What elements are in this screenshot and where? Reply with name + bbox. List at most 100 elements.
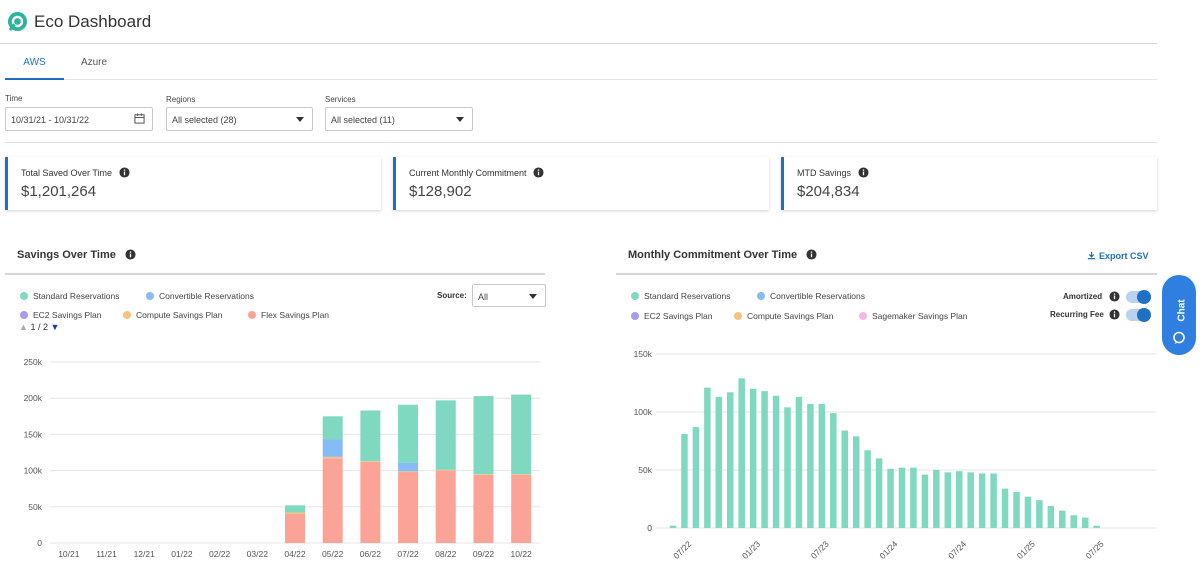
amortized-toggle[interactable] xyxy=(1126,290,1151,304)
info-icon[interactable] xyxy=(806,249,817,260)
bar-segment xyxy=(511,394,532,475)
pager-next-icon[interactable]: ▼ xyxy=(50,322,60,332)
tab-aws[interactable]: AWS xyxy=(5,45,64,80)
x-tick-label: 07/22 xyxy=(671,539,693,561)
y-tick-label: 0 xyxy=(37,538,42,548)
bar xyxy=(818,403,826,528)
y-tick-label: 50k xyxy=(638,465,652,475)
bar xyxy=(852,436,860,528)
bar xyxy=(910,467,917,528)
app-title: Eco Dashboard xyxy=(34,12,152,31)
commitment-section-title: Monthly Commitment Over Time xyxy=(628,249,798,261)
chevron-down-icon xyxy=(456,117,464,122)
bar xyxy=(749,388,757,528)
source-label: Source: xyxy=(437,291,467,300)
info-icon[interactable] xyxy=(125,249,136,260)
bar-segment xyxy=(322,458,343,543)
bar xyxy=(807,403,814,528)
bar xyxy=(1059,510,1066,528)
info-icon[interactable] xyxy=(1109,291,1120,302)
bar-segment xyxy=(473,474,494,475)
info-icon[interactable] xyxy=(533,167,544,178)
time-range-picker[interactable]: 10/31/21 - 10/31/22 xyxy=(5,107,153,131)
bar-segment xyxy=(511,474,532,475)
legend-label: Compute Savings Plan xyxy=(136,310,223,320)
legend-item-ec2-savings-plan[interactable]: EC2 Savings Plan xyxy=(20,310,102,320)
bar-segment xyxy=(398,471,419,473)
bar-segment xyxy=(398,404,419,463)
bar-segment xyxy=(511,474,532,543)
bar xyxy=(738,378,745,528)
x-tick-label: 06/22 xyxy=(360,549,382,559)
x-tick-label: 07/24 xyxy=(946,539,968,561)
bar xyxy=(898,467,906,528)
kpi-value: $204,834 xyxy=(797,183,860,200)
savings-section-title-row: Savings Over Time xyxy=(17,249,136,261)
legend-item-compute-savings-plan[interactable]: Compute Savings Plan xyxy=(123,310,222,320)
source-value: All xyxy=(478,292,489,302)
legend-label: EC2 Savings Plan xyxy=(33,310,102,320)
bar xyxy=(795,396,803,528)
legend-label: Compute Savings Plan xyxy=(747,311,834,321)
regions-select[interactable]: All selected (28) xyxy=(166,107,313,131)
export-csv-button[interactable]: Export CSV xyxy=(1087,251,1149,261)
x-tick-label: 05/22 xyxy=(322,549,344,559)
bar-segment xyxy=(322,439,343,457)
kpi-label-row: Total Saved Over Time xyxy=(21,167,130,178)
legend-item-sagemaker-savings-plan[interactable]: Sagemaker Savings Plan xyxy=(859,311,967,321)
legend-item-convertible-reservations[interactable]: Convertible Reservations xyxy=(757,291,865,301)
bar-segment xyxy=(473,396,494,475)
pager-text: 1 / 2 xyxy=(30,322,48,332)
bar-segment xyxy=(435,470,456,543)
info-icon[interactable] xyxy=(857,167,869,178)
time-filter-label: Time xyxy=(5,94,23,103)
pager-prev-icon[interactable]: ▲ xyxy=(19,322,28,332)
x-tick-label: 01/22 xyxy=(171,549,193,559)
x-tick-label: 10/21 xyxy=(58,549,80,559)
x-tick-label: 07/22 xyxy=(397,549,419,559)
info-icon[interactable] xyxy=(119,167,130,178)
x-tick-label: 09/22 xyxy=(473,549,495,559)
export-csv-label: Export CSV xyxy=(1099,251,1149,261)
info-icon[interactable] xyxy=(1109,309,1120,320)
legend-item-convertible-reservations[interactable]: Convertible Reservations xyxy=(146,291,254,301)
source-select[interactable]: All xyxy=(472,284,546,307)
x-tick-label: 02/22 xyxy=(209,549,231,559)
legend-label: Standard Reservations xyxy=(33,291,120,301)
kpi-label-row: Current Monthly Commitment xyxy=(409,167,544,178)
legend-label: Flex Savings Plan xyxy=(261,310,330,320)
bar xyxy=(956,471,963,528)
services-select[interactable]: All selected (11) xyxy=(325,107,473,131)
savings-section-divider xyxy=(5,273,545,275)
bar xyxy=(692,427,700,528)
bar xyxy=(990,473,997,528)
legend-label: Convertible Reservations xyxy=(770,291,865,301)
x-tick-label: 07/25 xyxy=(1083,539,1105,561)
legend-swatch xyxy=(146,292,154,300)
chat-button[interactable]: Chat xyxy=(1162,275,1196,355)
bar-segment xyxy=(360,461,381,543)
recurring-fee-toggle[interactable] xyxy=(1126,308,1151,322)
legend-item-ec2-savings-plan[interactable]: EC2 Savings Plan xyxy=(631,311,713,321)
legend-item-standard-reservations[interactable]: Standard Reservations xyxy=(631,291,730,301)
savings-section-title: Savings Over Time xyxy=(17,249,116,261)
bar-segment xyxy=(360,410,381,462)
savings-over-time-chart: 250k 200k 150k 100k 50k 0 10/21 11/21 12/21 01/22… xyxy=(24,357,540,559)
chat-label: Chat xyxy=(1176,299,1188,322)
legend-item-compute-savings-plan[interactable]: Compute Savings Plan xyxy=(734,311,833,321)
tab-azure[interactable]: Azure xyxy=(80,57,108,68)
commitment-section-divider xyxy=(616,273,1157,275)
legend-item-flex-savings-plan[interactable]: Flex Savings Plan xyxy=(248,310,329,320)
bar xyxy=(761,391,768,528)
bar xyxy=(1024,496,1032,528)
legend-swatch xyxy=(757,292,765,300)
x-tick-label: 03/22 xyxy=(247,549,269,559)
legend-item-standard-reservations[interactable]: Standard Reservations xyxy=(20,291,119,301)
header: Eco Dashboard xyxy=(0,0,1157,44)
bar xyxy=(1013,492,1020,528)
y-tick-label: 50k xyxy=(28,502,42,512)
bar xyxy=(967,472,974,528)
x-tick-label: 07/23 xyxy=(809,539,831,561)
legend-swatch xyxy=(859,312,867,320)
